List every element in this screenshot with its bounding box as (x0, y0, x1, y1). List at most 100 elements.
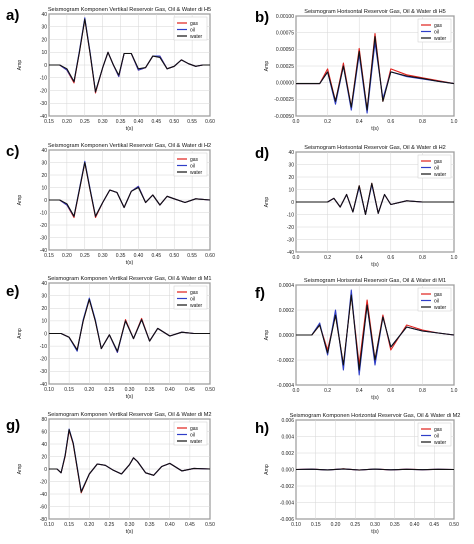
x-tick-label: 0.30 (125, 522, 135, 528)
x-tick-label: 0.30 (98, 119, 108, 125)
y-tick-label: 0.00000 (276, 80, 294, 86)
chart-title: Seismogram Komponen Vertikal Reservoir G… (48, 7, 211, 13)
x-tick-label: 0.8 (419, 119, 426, 125)
x-axis-label: t(s) (126, 126, 134, 132)
legend-label: gas (190, 157, 199, 163)
y-tick-label: 40 (41, 281, 47, 287)
y-tick-label: 40 (41, 12, 47, 18)
y-tick-label: 10 (288, 187, 294, 193)
x-tick-label: 0.4 (356, 119, 363, 125)
y-tick-label: 0.002 (281, 451, 294, 457)
legend-label: gas (190, 290, 199, 296)
y-tick-label: 20 (41, 306, 47, 312)
y-tick-label: -30 (287, 237, 294, 243)
x-tick-label: 0.45 (185, 387, 195, 393)
x-tick-label: 0.45 (185, 522, 195, 528)
legend-label: oil (434, 165, 439, 171)
y-tick-label: -10 (287, 212, 294, 218)
series-line-water (296, 294, 455, 371)
y-tick-label: -40 (40, 382, 47, 388)
panel-label: h) (255, 420, 269, 437)
y-tick-label: -40 (40, 492, 47, 498)
y-tick-label: 0.004 (281, 434, 294, 440)
x-tick-label: 0.35 (116, 119, 126, 125)
x-tick-label: 0.0 (293, 255, 300, 261)
panel-label: c) (6, 143, 19, 160)
x-tick-label: 0.20 (62, 253, 72, 259)
legend-label: oil (190, 163, 195, 169)
chart-title: Seismogram Horisontal Reservoir Gas, Oil… (304, 9, 446, 15)
y-tick-label: -60 (40, 504, 47, 510)
legend-label: water (434, 172, 447, 178)
y-tick-label: -20 (40, 223, 47, 229)
legend-label: oil (434, 29, 439, 35)
x-tick-label: 0.40 (134, 253, 144, 259)
series-line-water (296, 182, 454, 216)
x-tick-label: 0.50 (205, 387, 215, 393)
x-axis-label: t(s) (126, 394, 134, 400)
y-axis-label: Amp (264, 61, 270, 72)
y-tick-label: 0 (44, 331, 47, 337)
x-tick-label: 0.20 (84, 387, 94, 393)
y-tick-label: -10 (40, 76, 47, 82)
panel-a: 0.15 0.20 0.25 0.30 0.35 0.40 0.45 0.50 0.55 0.60… (6, 7, 215, 132)
x-tick-label: 1.0 (451, 388, 458, 394)
x-tick-label: 0.15 (311, 522, 321, 528)
y-tick-label: 20 (41, 37, 47, 43)
y-axis-label: Amp (264, 197, 270, 208)
panel-b: 0.0 0.2 0.4 0.6 0.8 1.0 0.00100 0.00075 0.00050 0… (255, 9, 458, 132)
y-tick-label: 0 (44, 467, 47, 473)
legend-label: water (434, 305, 447, 311)
y-tick-label: 30 (288, 162, 294, 168)
panel-c: 0.15 0.20 0.25 0.30 0.35 0.40 0.45 0.50 0.55 0.60… (6, 143, 215, 266)
y-tick-label: 60 (41, 429, 47, 435)
panel-label: a) (6, 7, 19, 24)
series-line-water (295, 468, 455, 471)
y-tick-label: 20 (41, 454, 47, 460)
x-tick-label: 0.40 (165, 522, 175, 528)
panel-e: 0.10 0.15 0.20 0.25 0.30 0.35 0.40 0.45 0.50 40 30… (6, 276, 215, 400)
series-line-water (49, 161, 211, 217)
x-tick-label: 0.50 (205, 522, 215, 528)
x-tick-label: 0.8 (419, 388, 426, 394)
chart-title: Seismogram Komponen Horizontal Reservoir… (290, 413, 461, 419)
series-line-water (49, 18, 210, 93)
chart-title: Seismogram Horisontal Reservoir Gas, Oil… (304, 278, 446, 284)
y-tick-label: -40 (40, 248, 47, 254)
x-tick-label: 0.40 (134, 119, 144, 125)
x-tick-label: 0.50 (169, 253, 179, 259)
chart-title: Seismogram Horisontal Reservoir Gas, Oil… (304, 145, 446, 151)
x-tick-label: 0.15 (64, 522, 74, 528)
x-tick-label: 0.4 (356, 388, 363, 394)
y-axis-label: Amp (264, 330, 270, 341)
x-tick-label: 0.30 (370, 522, 380, 528)
y-tick-label: -20 (287, 225, 294, 231)
y-tick-label: -0.002 (280, 484, 294, 490)
y-tick-label: 0.00100 (276, 14, 294, 20)
panel-label: d) (255, 145, 269, 162)
x-axis-label: t(s) (371, 262, 379, 268)
y-axis-label: Amp (264, 464, 270, 475)
x-tick-label: 0.10 (44, 387, 54, 393)
y-tick-label: 0.00050 (276, 47, 294, 53)
y-tick-label: 10 (41, 50, 47, 56)
chart-title: Seismogram Komponen Vertikal Reservoir G… (48, 276, 212, 282)
x-tick-label: 0.4 (356, 255, 363, 261)
x-tick-label: 0.6 (387, 119, 394, 125)
y-tick-label: 0 (44, 63, 47, 69)
x-tick-label: 0.25 (350, 522, 360, 528)
y-tick-label: 30 (41, 160, 47, 166)
legend-label: oil (434, 433, 439, 439)
y-tick-label: -0.006 (280, 517, 294, 523)
y-tick-label: 0.00075 (276, 30, 294, 36)
y-tick-label: 40 (41, 148, 47, 154)
legend-label: oil (434, 298, 439, 304)
panel-f: 0.0 0.2 0.4 0.6 0.8 1.0 0.0004 0.0002 0.0000 -0.0… (255, 278, 458, 401)
legend-label: water (190, 439, 203, 445)
y-tick-label: -30 (40, 101, 47, 107)
legend-label: gas (434, 159, 443, 165)
y-tick-label: 30 (41, 293, 47, 299)
y-tick-label: 0 (44, 198, 47, 204)
panel-label: e) (6, 283, 19, 300)
y-tick-label: 30 (41, 25, 47, 31)
